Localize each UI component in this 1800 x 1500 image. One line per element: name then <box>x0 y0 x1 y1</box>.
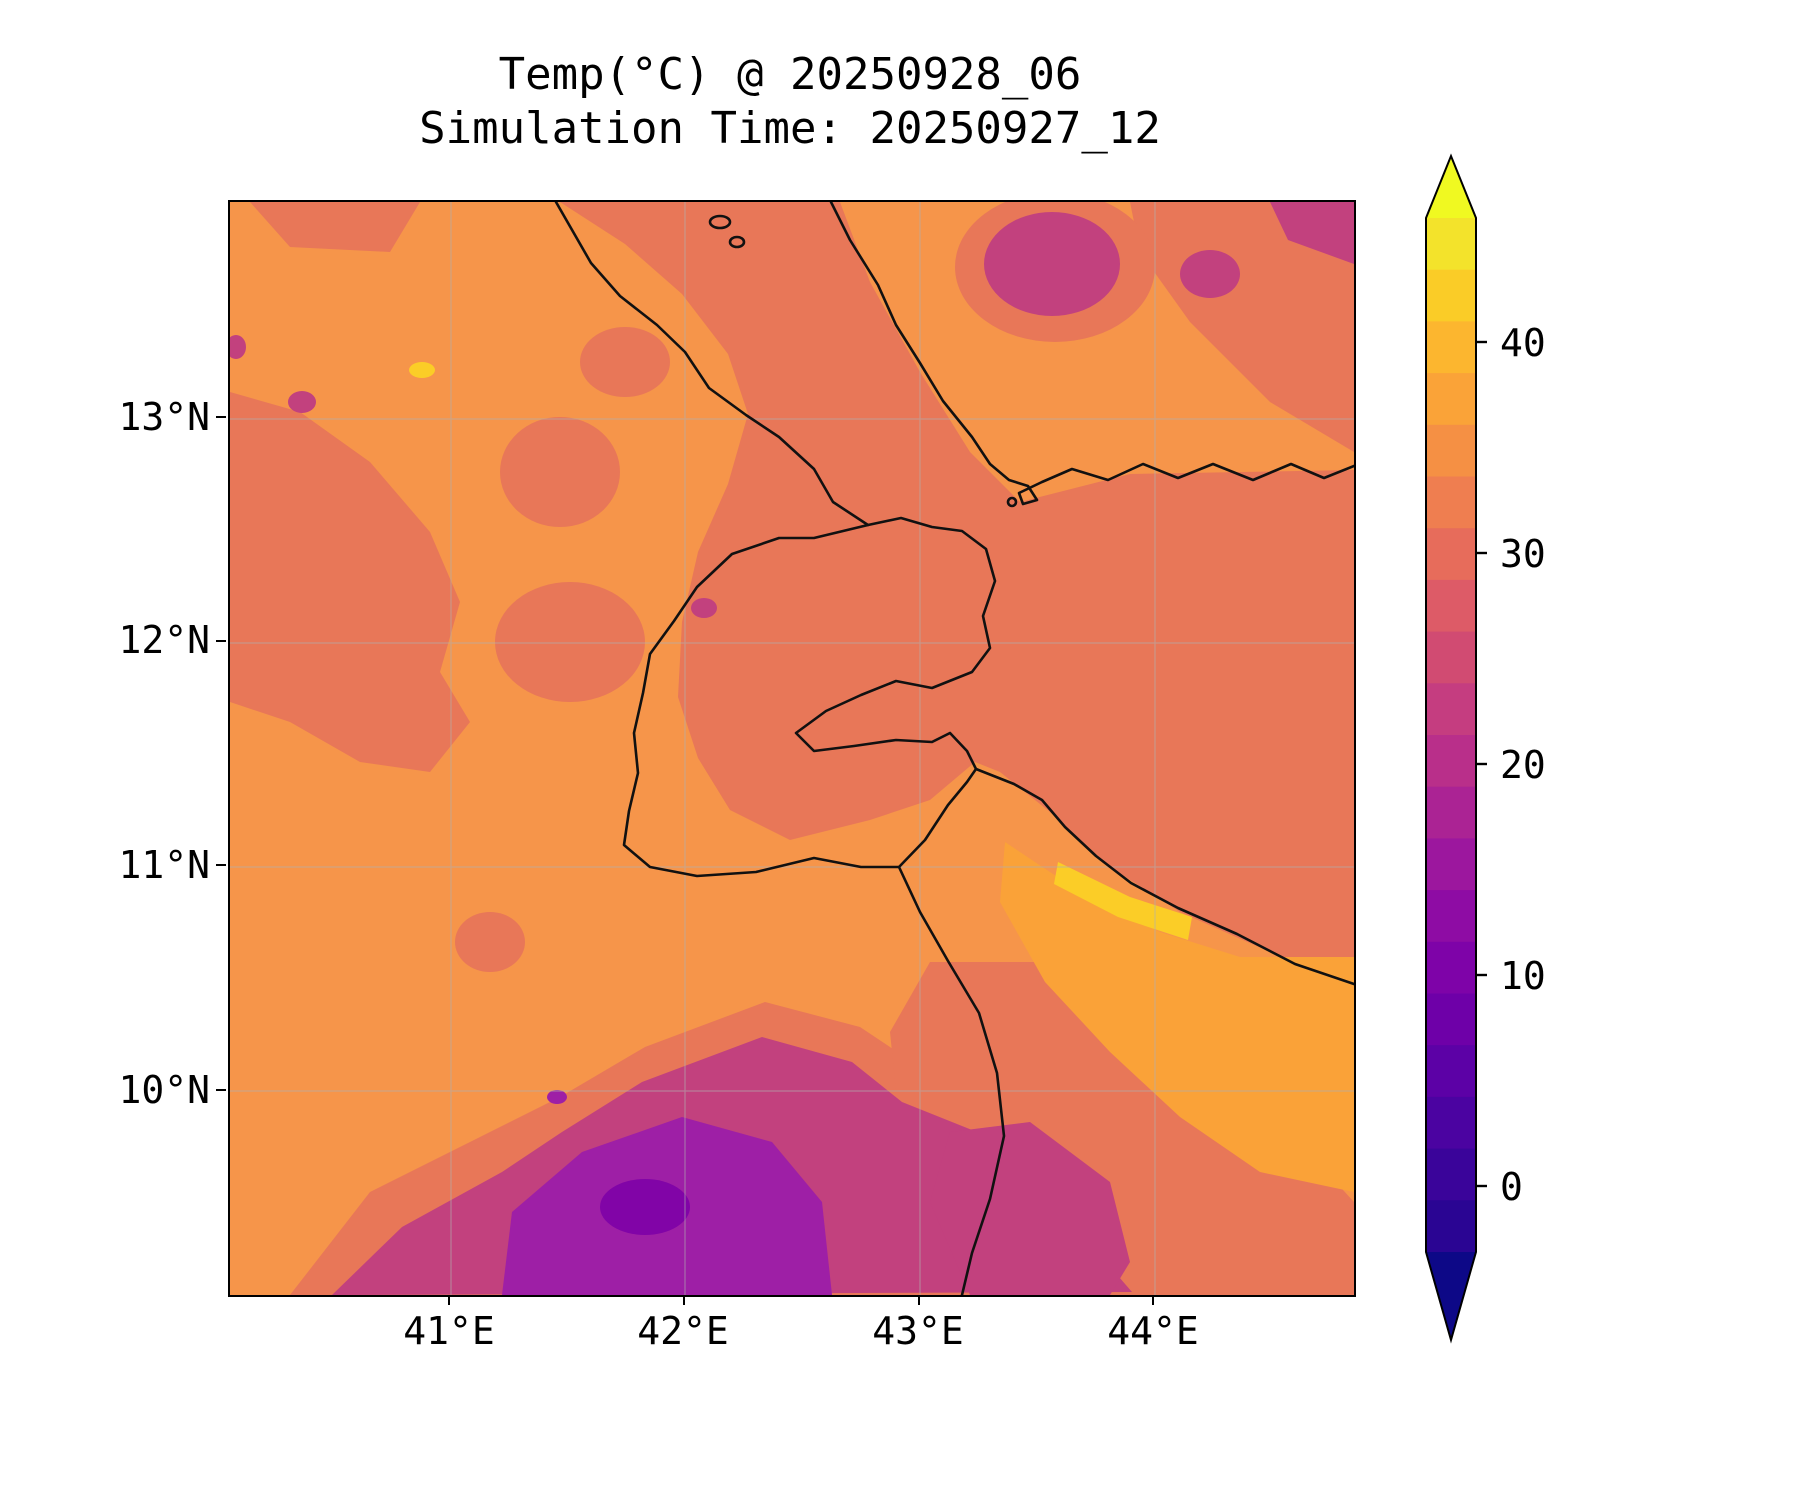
ytick-label-10n: 10°N <box>118 1068 210 1112</box>
colorbar-segment <box>1426 1200 1476 1253</box>
ytick-label-11n: 11°N <box>118 843 210 887</box>
fill-region-salmon-patch <box>495 582 645 702</box>
fill-region-yellow-dot <box>409 362 435 378</box>
colorbar-outline <box>1425 153 1477 1344</box>
island-perim <box>1006 496 1018 508</box>
border-djibouti-loop <box>622 523 978 878</box>
colorbar-segment <box>1426 579 1476 633</box>
ytick-mark <box>216 640 226 642</box>
colorbar-segment <box>1426 1045 1476 1098</box>
coastline-red-sea-west <box>554 202 1354 986</box>
colorbar-label-40: 40 <box>1500 321 1546 365</box>
fill-region-magenta-southeast <box>930 1122 1130 1295</box>
title-line-2: Simulation Time: 20250927_12 <box>419 103 1161 154</box>
colorbar-segment <box>1426 735 1476 788</box>
island-outline <box>728 235 746 249</box>
fill-region-salmon-patch <box>500 417 620 527</box>
colorbar-under-arrow <box>1426 1252 1476 1340</box>
ytick-label-12n: 12°N <box>118 618 210 662</box>
xtick-mark <box>918 1295 920 1305</box>
title-line-1: Temp(°C) @ 20250928_06 <box>498 49 1082 100</box>
colorbar-segment <box>1426 321 1476 374</box>
colorbar-tick-marks <box>1476 340 1487 1188</box>
figure-title: Temp(°C) @ 20250928_06 Simulation Time: … <box>228 48 1352 156</box>
fill-region-magenta-corner <box>1270 202 1354 264</box>
colorbar-segment <box>1426 993 1476 1046</box>
colorbar-label-20: 20 <box>1500 743 1546 787</box>
colorbar-segment <box>1426 1148 1476 1202</box>
ytick-mark <box>216 864 226 866</box>
colorbar <box>1418 140 1508 1360</box>
colorbar-over-arrow <box>1426 156 1476 218</box>
graticule-gridlines <box>230 202 1354 1295</box>
fill-region-topleft-salmon <box>250 202 420 252</box>
colorbar-label-10: 10 <box>1500 954 1546 998</box>
fill-region-magenta-dot-left <box>288 391 316 413</box>
xtick-label-43e: 43°E <box>872 1309 964 1353</box>
colorbar-segments <box>1426 218 1476 1253</box>
xtick-mark <box>448 1295 450 1305</box>
fill-region-purple-dot <box>547 1090 567 1104</box>
fill-region-deep-purple-core <box>600 1179 690 1235</box>
fill-region-magenta-yemen <box>984 212 1120 316</box>
map-canvas <box>230 202 1354 1295</box>
fill-region-yellow-streak <box>1054 862 1192 940</box>
fill-region-warm-band <box>1000 842 1354 1192</box>
island-outline <box>708 214 732 230</box>
colorbar-segment <box>1426 1096 1476 1150</box>
colorbar-label-30: 30 <box>1500 532 1546 576</box>
colorbar-segment <box>1426 631 1476 685</box>
coastline-yemen <box>829 202 1354 506</box>
xtick-mark <box>1152 1295 1154 1305</box>
xtick-label-42e: 42°E <box>637 1309 729 1353</box>
colorbar-segment <box>1426 373 1476 426</box>
colorbar-segment <box>1426 424 1476 478</box>
colorbar-segment <box>1426 218 1476 271</box>
colorbar-segment <box>1426 786 1476 840</box>
border-ethiopia-somaliland <box>897 865 1006 1295</box>
colorbar-segment <box>1426 269 1476 323</box>
fill-region-magenta-yemen-small <box>1180 250 1240 298</box>
fill-region-magenta-dot-center <box>691 598 717 618</box>
fill-region-left-salmon <box>230 392 470 772</box>
xtick-label-41e: 41°E <box>403 1309 495 1353</box>
map-plot-area <box>228 200 1356 1297</box>
colorbar-segment <box>1426 890 1476 943</box>
colorbar-segment <box>1426 941 1476 995</box>
ytick-mark <box>216 1089 226 1091</box>
ytick-mark <box>216 416 226 418</box>
fill-region-magenta-dot-edge <box>230 335 246 359</box>
xtick-mark <box>683 1295 685 1305</box>
colorbar-canvas <box>1425 153 1487 1344</box>
colorbar-label-0: 0 <box>1500 1165 1523 1209</box>
colorbar-segment <box>1426 476 1476 529</box>
colorbar-segment <box>1426 528 1476 581</box>
colorbar-segment <box>1426 683 1476 736</box>
xtick-label-44e: 44°E <box>1107 1309 1199 1353</box>
fill-region-salmon-patch <box>455 912 525 972</box>
colorbar-segment <box>1426 838 1476 891</box>
fill-region-salmon-patch <box>580 327 670 397</box>
ytick-label-13n: 13°N <box>118 395 210 439</box>
